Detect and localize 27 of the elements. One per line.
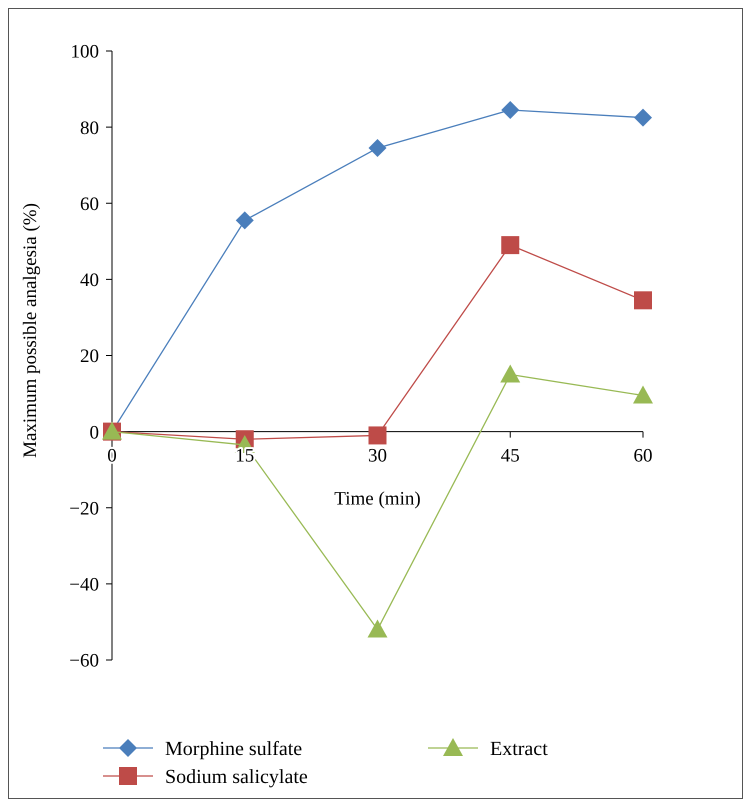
x-tick-label: 45 (500, 446, 520, 467)
y-tick-label: −40 (69, 574, 99, 596)
point (634, 291, 652, 310)
point (368, 139, 386, 158)
x-axis-title: Time (min) (334, 488, 421, 510)
y-tick-label: −20 (69, 498, 99, 520)
point (368, 426, 386, 444)
point (501, 100, 520, 119)
y-tick-label: 40 (80, 270, 99, 292)
point (236, 211, 254, 230)
y-tick-label: 20 (80, 346, 99, 368)
point (634, 108, 652, 127)
y-tick-label: 100 (70, 42, 99, 63)
y-axis-title: Maximum possible analgesia (%) (20, 203, 41, 458)
y-tick-label: −60 (69, 650, 99, 672)
point (633, 385, 653, 404)
legend-label: Extract (490, 738, 548, 760)
legend-label: Morphine sulfate (165, 738, 302, 760)
point (501, 236, 520, 254)
legend-label: Sodium salicylate (165, 766, 308, 788)
x-tick-label: 60 (634, 446, 652, 467)
point (368, 620, 388, 638)
y-tick-label: 80 (80, 118, 99, 139)
point (500, 364, 520, 383)
y-tick-label: 0 (90, 422, 99, 444)
y-tick-label: 60 (80, 194, 99, 215)
x-tick-label: 30 (368, 446, 387, 467)
